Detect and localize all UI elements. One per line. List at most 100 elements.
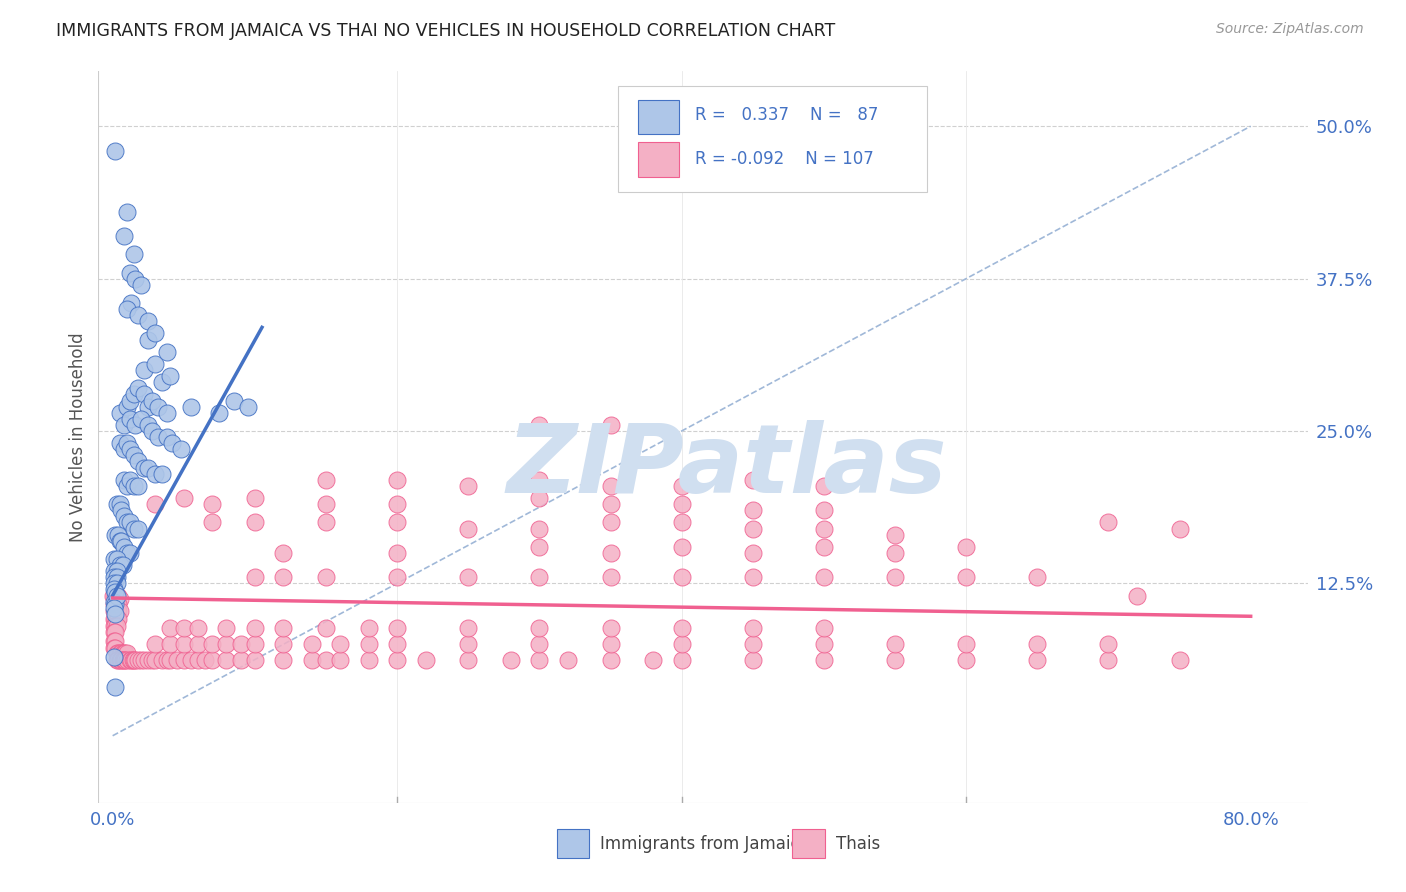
Thais [122,653,145,667]
Immigrants from Jamaica [127,454,149,468]
Thais [671,570,693,584]
Thais [105,646,128,660]
Immigrants from Jamaica [104,680,127,694]
Thais [529,417,551,432]
Thais [159,637,181,651]
Immigrants from Jamaica [105,570,128,584]
Immigrants from Jamaica [103,595,125,609]
Immigrants from Jamaica [122,521,145,535]
Immigrants from Jamaica [136,460,159,475]
Thais [101,589,124,603]
Thais [315,497,337,511]
Thais [243,637,266,651]
Thais [107,604,129,618]
Immigrants from Jamaica [156,344,179,359]
Immigrants from Jamaica [180,400,202,414]
Immigrants from Jamaica [110,533,132,548]
Thais [132,653,155,667]
Immigrants from Jamaica [132,387,155,401]
Text: ZIPatlas: ZIPatlas [508,420,948,513]
Immigrants from Jamaica [118,393,141,408]
Thais [107,589,129,603]
Text: R = -0.092    N = 107: R = -0.092 N = 107 [695,150,873,168]
Immigrants from Jamaica [115,436,138,450]
Thais [741,653,763,667]
Thais [229,653,252,667]
Thais [273,653,295,667]
Immigrants from Jamaica [103,600,125,615]
Thais [187,653,209,667]
Thais [143,497,166,511]
Thais [118,653,141,667]
Thais [385,473,408,487]
Thais [107,653,129,667]
Immigrants from Jamaica [127,521,149,535]
Thais [599,417,621,432]
Immigrants from Jamaica [108,558,131,573]
FancyBboxPatch shape [638,143,679,177]
Thais [273,570,295,584]
Thais [103,640,125,655]
Thais [187,637,209,651]
Immigrants from Jamaica [108,436,131,450]
Immigrants from Jamaica [103,564,125,578]
Thais [813,521,835,535]
Thais [103,619,125,633]
Immigrants from Jamaica [112,229,135,244]
Thais [166,653,188,667]
Immigrants from Jamaica [115,204,138,219]
Thais [115,653,138,667]
Immigrants from Jamaica [122,247,145,261]
Thais [243,516,266,530]
Thais [955,637,977,651]
Thais [103,625,125,640]
Thais [671,653,693,667]
Text: Thais: Thais [837,835,880,853]
Immigrants from Jamaica [103,576,125,591]
Immigrants from Jamaica [170,442,193,457]
FancyBboxPatch shape [557,830,589,858]
Thais [955,540,977,554]
Thais [104,604,127,618]
Thais [529,491,551,505]
Immigrants from Jamaica [108,497,131,511]
Thais [599,516,621,530]
Thais [105,653,128,667]
FancyBboxPatch shape [619,86,927,192]
Thais [108,592,131,607]
Thais [111,653,134,667]
Immigrants from Jamaica [105,589,128,603]
Thais [315,473,337,487]
Thais [741,637,763,651]
Immigrants from Jamaica [115,516,138,530]
Thais [813,503,835,517]
Thais [671,479,693,493]
Immigrants from Jamaica [112,540,135,554]
Immigrants from Jamaica [104,144,127,158]
Thais [114,646,136,660]
Immigrants from Jamaica [105,497,128,511]
Thais [111,646,134,660]
Immigrants from Jamaica [104,597,127,611]
Text: IMMIGRANTS FROM JAMAICA VS THAI NO VEHICLES IN HOUSEHOLD CORRELATION CHART: IMMIGRANTS FROM JAMAICA VS THAI NO VEHIC… [56,22,835,40]
Immigrants from Jamaica [136,417,159,432]
Thais [301,653,323,667]
Immigrants from Jamaica [108,406,131,420]
Thais [112,653,135,667]
Immigrants from Jamaica [143,467,166,481]
Immigrants from Jamaica [162,436,184,450]
Thais [813,653,835,667]
Thais [201,637,224,651]
Thais [143,637,166,651]
Thais [1026,637,1049,651]
Immigrants from Jamaica [115,400,138,414]
Thais [357,637,380,651]
Thais [1026,570,1049,584]
Immigrants from Jamaica [156,430,179,444]
Text: Source: ZipAtlas.com: Source: ZipAtlas.com [1216,22,1364,37]
Thais [129,653,152,667]
Immigrants from Jamaica [103,552,125,566]
Thais [529,637,551,651]
Thais [243,653,266,667]
Thais [457,622,479,636]
